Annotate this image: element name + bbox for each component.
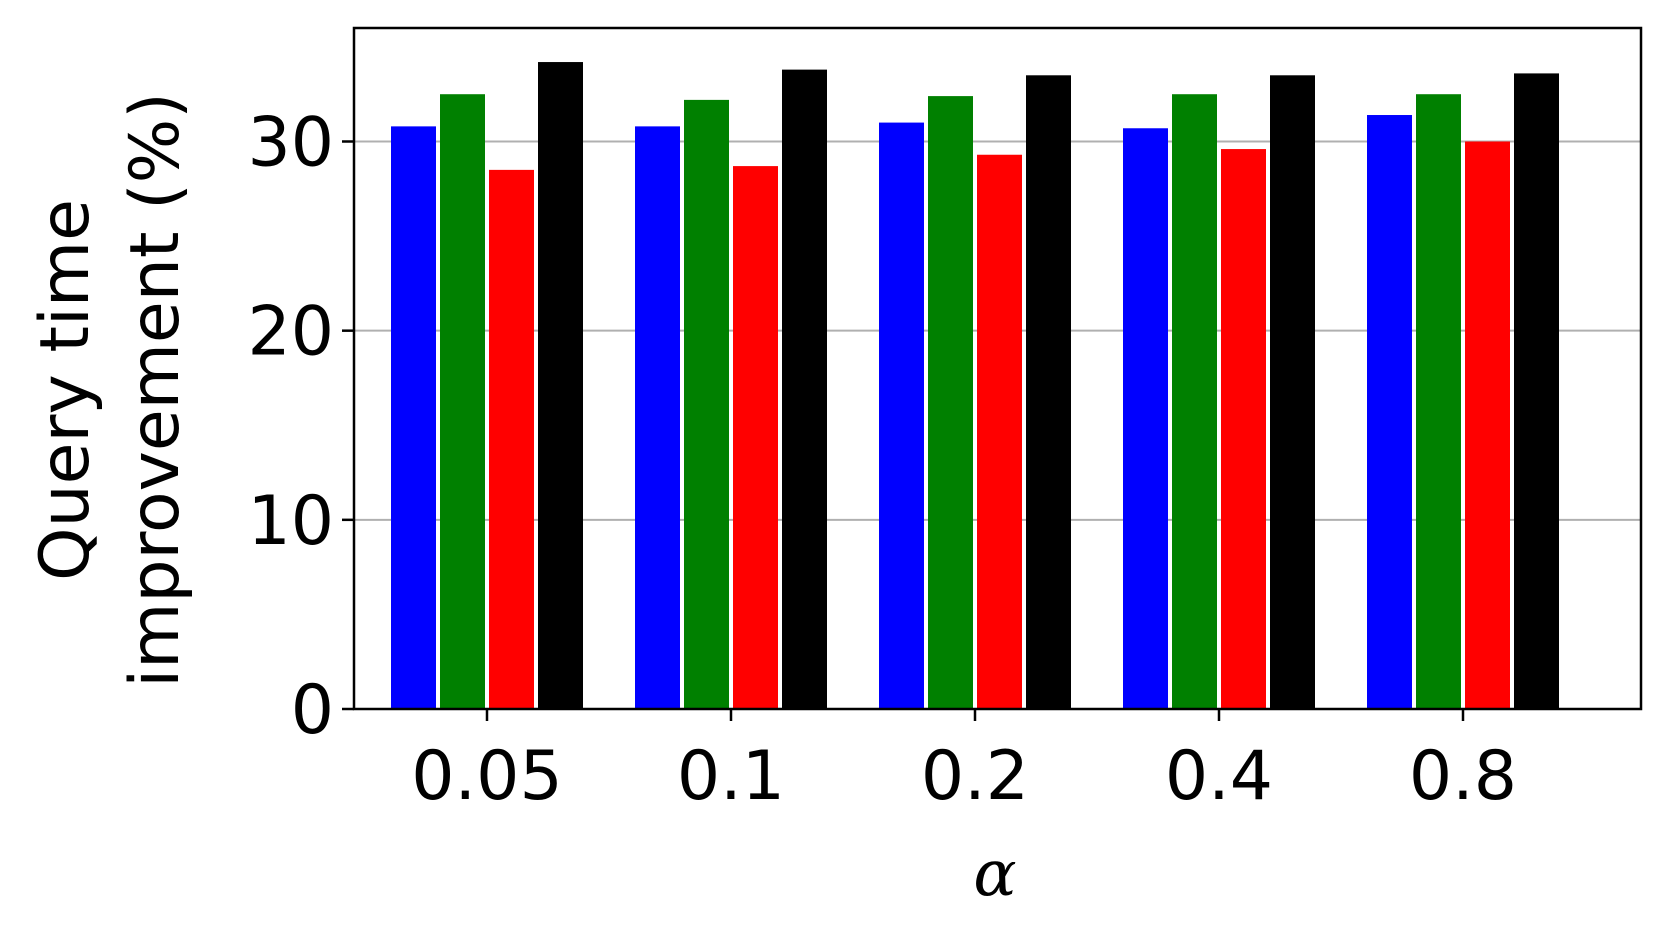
bar — [928, 96, 973, 710]
bar — [977, 154, 1022, 709]
y-tick-label: 10 — [247, 482, 334, 561]
bar — [635, 126, 680, 709]
x-tick-label: 0.8 — [1409, 737, 1517, 816]
bar — [1026, 75, 1071, 709]
x-axis-title: α — [973, 837, 1016, 911]
y-tick-label: 30 — [247, 104, 334, 183]
plot-frame — [352, 26, 1643, 711]
y-tick-label: 20 — [247, 293, 334, 372]
y-axis: 0 10 20 30 — [247, 104, 354, 750]
x-tick-label: 0.4 — [1165, 737, 1273, 816]
bars — [391, 62, 1559, 710]
bar — [1172, 94, 1217, 710]
bar — [1270, 75, 1315, 709]
bar — [782, 69, 827, 709]
y-axis-title-line1: Query time — [26, 199, 105, 581]
x-axis: 0.05 0.1 0.2 0.4 0.8 — [411, 709, 1517, 816]
bar — [1367, 115, 1412, 710]
bar — [489, 169, 534, 709]
bar — [733, 166, 778, 709]
bar — [1416, 94, 1461, 710]
y-axis-title-line2: improvement (%) — [116, 92, 195, 688]
bar — [684, 99, 729, 710]
bar — [1221, 149, 1266, 710]
bar — [538, 62, 583, 710]
x-tick-label: 0.05 — [411, 737, 562, 816]
y-tick-label: 0 — [291, 671, 334, 750]
bar — [391, 126, 436, 709]
bar — [440, 94, 485, 710]
bar — [1514, 73, 1559, 709]
bar — [1465, 141, 1510, 709]
x-tick-label: 0.2 — [921, 737, 1029, 816]
bar — [1123, 128, 1168, 710]
x-tick-label: 0.1 — [677, 737, 785, 816]
bar — [879, 122, 924, 710]
